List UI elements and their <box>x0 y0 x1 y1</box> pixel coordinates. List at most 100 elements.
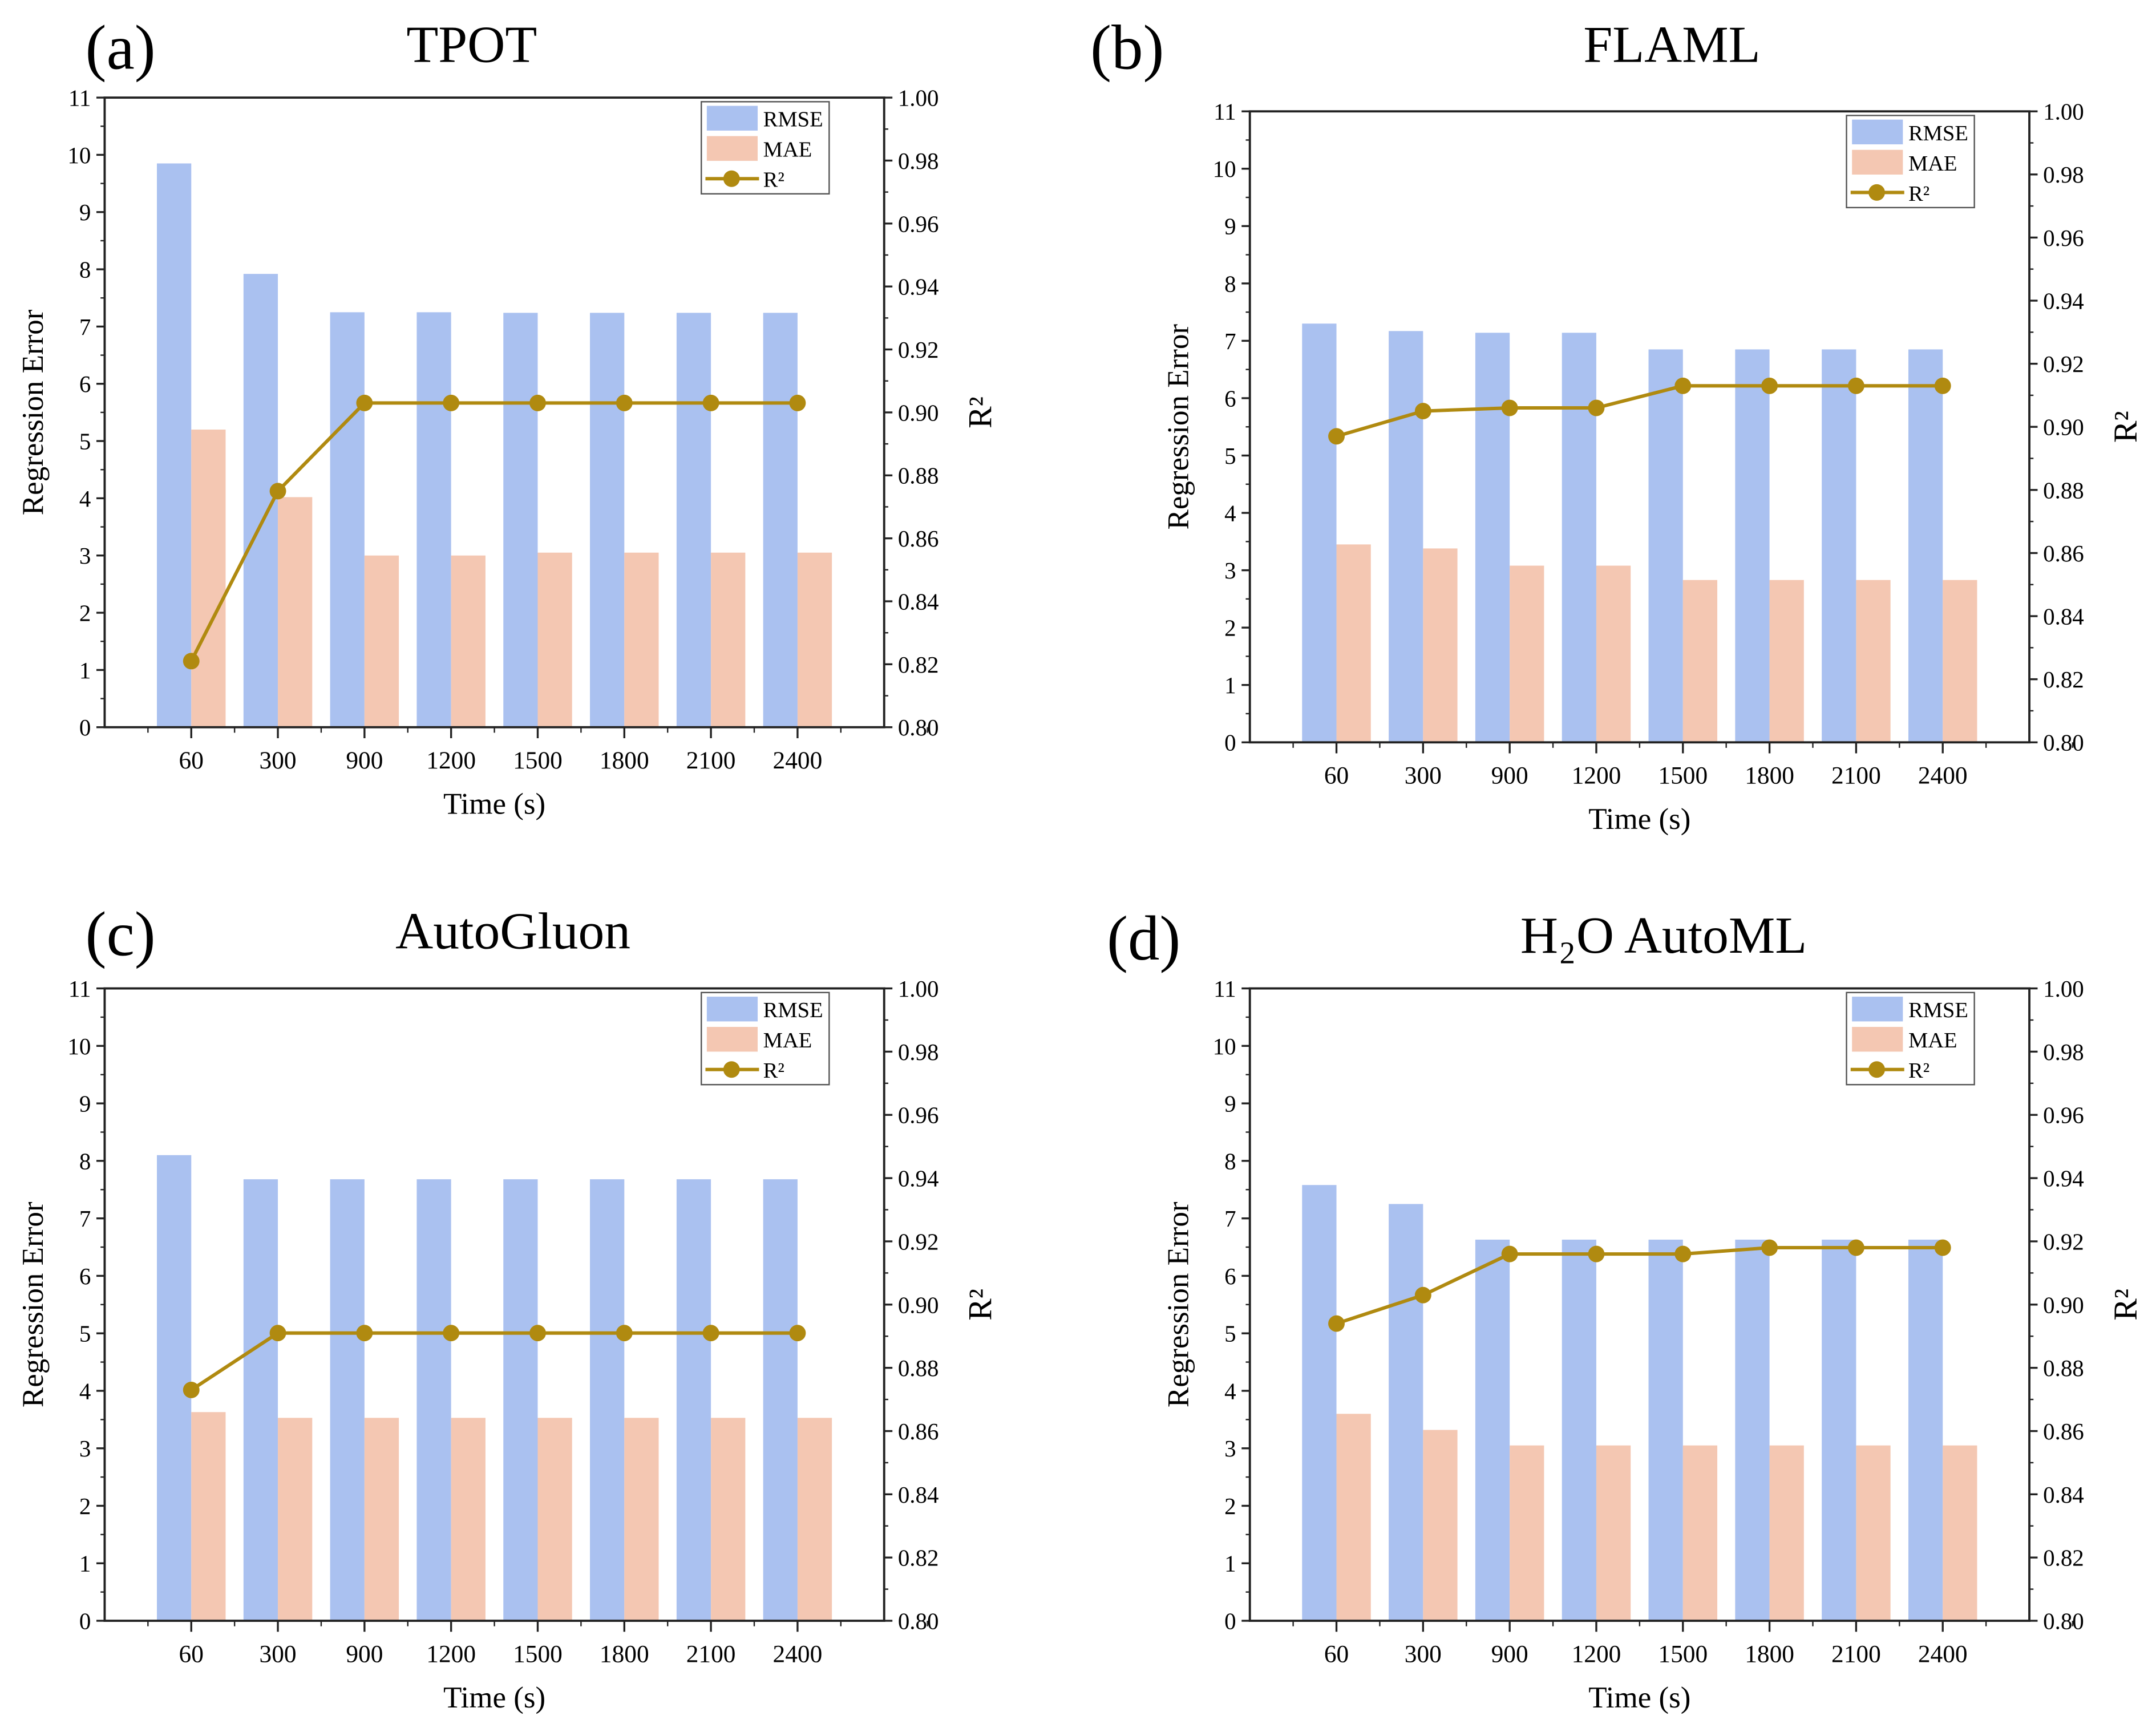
y2-tick-label: 0.82 <box>898 1545 939 1571</box>
x-tick-label: 1800 <box>600 747 649 774</box>
y2-tick-label: 0.98 <box>2043 1039 2084 1065</box>
bar-rmse-60 <box>1302 323 1337 743</box>
bar-rmse-2400 <box>763 1179 798 1621</box>
y2-tick-label: 1.00 <box>898 976 939 1002</box>
bar-mae-900 <box>1510 1445 1544 1621</box>
y2-tick-label: 0.86 <box>898 1418 939 1444</box>
bar-rmse-1200 <box>1562 1239 1596 1621</box>
bar-rmse-300 <box>243 1179 278 1621</box>
y-tick-label: 5 <box>79 428 91 455</box>
x-tick-label: 1200 <box>1572 1640 1621 1668</box>
legend-swatch-mae <box>1852 1027 1903 1052</box>
x-axis-label: Time (s) <box>1588 1681 1690 1714</box>
y2-axis-label: R² <box>962 1289 999 1321</box>
bar-mae-1500 <box>1682 1445 1718 1621</box>
y-tick-label: 4 <box>79 1378 91 1404</box>
legend-swatch-mae <box>706 136 758 161</box>
chart-panel-tpot: (a) TPOT 0 1 2 3 4 5 6 7 8 9 10 11 0.80 0.82 0.84 0.86 0.8… <box>17 12 999 820</box>
bar-rmse-300 <box>1389 331 1423 743</box>
y-tick-label: 7 <box>1224 328 1236 354</box>
chart-title: H₂O AutoML <box>1520 906 1807 964</box>
y-tick-label: 2 <box>79 1493 91 1519</box>
y2-tick-label: 0.82 <box>898 651 939 678</box>
r2-point-900 <box>1501 1245 1518 1262</box>
bar-mae-2100 <box>1856 580 1891 743</box>
y2-tick-label: 0.86 <box>2043 540 2084 566</box>
x-tick-label: 1800 <box>1745 762 1794 790</box>
bar-mae-900 <box>364 555 399 727</box>
r2-point-300 <box>1414 403 1431 420</box>
y-tick-label: 3 <box>1224 1435 1236 1462</box>
r2-point-2100 <box>1847 377 1864 394</box>
bar-rmse-2400 <box>763 313 798 727</box>
y-axis-label: Regression Error <box>17 309 50 515</box>
y2-tick-label: 0.84 <box>898 588 939 614</box>
bar-rmse-900 <box>1475 1239 1510 1621</box>
bar-mae-1200 <box>1596 1445 1631 1621</box>
bar-rmse-1200 <box>1562 333 1596 743</box>
y-tick-label: 2 <box>1224 1493 1236 1519</box>
legend-label-rmse: RMSE <box>1908 122 1968 145</box>
legend: RMSE MAE R² <box>701 992 830 1086</box>
r2-point-1500 <box>529 1325 546 1342</box>
bar-rmse-2100 <box>1822 349 1856 743</box>
legend-swatch-mae <box>1852 149 1903 175</box>
y-tick-label: 5 <box>79 1321 91 1347</box>
y-tick-label: 11 <box>68 85 91 111</box>
panel-label: (b) <box>1090 12 1164 82</box>
y2-axis-label: R² <box>2107 411 2144 443</box>
legend-swatch-rmse <box>1852 997 1903 1022</box>
x-tick-label: 300 <box>1405 1640 1442 1668</box>
bar-rmse-2400 <box>1908 349 1943 743</box>
r2-point-2400 <box>1934 1239 1951 1256</box>
bar-rmse-2100 <box>1822 1239 1856 1621</box>
y2-tick-label: 0.94 <box>2043 1166 2084 1192</box>
y-tick-label: 7 <box>79 314 91 340</box>
y-tick-label: 3 <box>79 543 91 569</box>
legend-swatch-rmse <box>706 106 758 131</box>
y-tick-label: 8 <box>1224 270 1236 297</box>
chart-title: TPOT <box>406 15 537 73</box>
legend-swatch-rmse <box>1852 119 1903 145</box>
r2-point-2400 <box>789 1325 806 1342</box>
y-axis-label: Regression Error <box>17 1201 50 1407</box>
r2-point-1800 <box>616 1325 633 1342</box>
r2-line <box>190 1331 798 1391</box>
y-tick-label: 0 <box>79 714 91 740</box>
bar-rmse-2100 <box>676 1179 711 1621</box>
y2-tick-label: 0.94 <box>2043 288 2084 314</box>
bar-mae-1200 <box>451 555 486 727</box>
y-tick-label: 3 <box>1224 557 1236 584</box>
x-tick-label: 1200 <box>426 747 476 774</box>
bar-rmse-1800 <box>590 1179 625 1621</box>
x-tick-label: 300 <box>260 747 297 774</box>
legend-label-mae: MAE <box>1908 152 1957 176</box>
y2-tick-label: 0.86 <box>898 525 939 552</box>
y-tick-label: 5 <box>1224 1321 1236 1347</box>
y-tick-label: 8 <box>1224 1148 1236 1174</box>
y2-tick-label: 0.88 <box>2043 1355 2084 1381</box>
bar-rmse-900 <box>330 312 365 727</box>
bar-mae-300 <box>278 497 313 727</box>
bar-mae-1500 <box>537 552 572 727</box>
x-tick-label: 900 <box>346 1640 383 1668</box>
y2-tick-label: 1.00 <box>898 85 939 111</box>
bar-mae-60 <box>191 1412 226 1621</box>
legend-label-mae: MAE <box>1908 1029 1957 1053</box>
y2-tick-label: 0.84 <box>2043 1482 2084 1508</box>
r2-line <box>189 401 798 662</box>
r2-point-60 <box>183 653 200 670</box>
bar-mae-2400 <box>797 552 832 727</box>
y2-tick-label: 0.80 <box>898 714 939 740</box>
y-tick-label: 10 <box>1213 156 1236 182</box>
x-axis-label: Time (s) <box>1588 803 1690 836</box>
legend-swatch-mae <box>706 1027 758 1052</box>
legend-label-rmse: RMSE <box>763 998 823 1022</box>
y-tick-label: 2 <box>1224 615 1236 641</box>
bar-rmse-1200 <box>416 1179 451 1621</box>
x-tick-label: 300 <box>1405 762 1442 790</box>
x-tick-label: 1500 <box>513 747 563 774</box>
y2-tick-label: 0.82 <box>2043 666 2084 693</box>
chart-panel-autogluon: (c) AutoGluon 0 1 2 3 4 5 6 7 8 9 10 11 0.80 0.82 0.84 0.… <box>17 899 999 1714</box>
